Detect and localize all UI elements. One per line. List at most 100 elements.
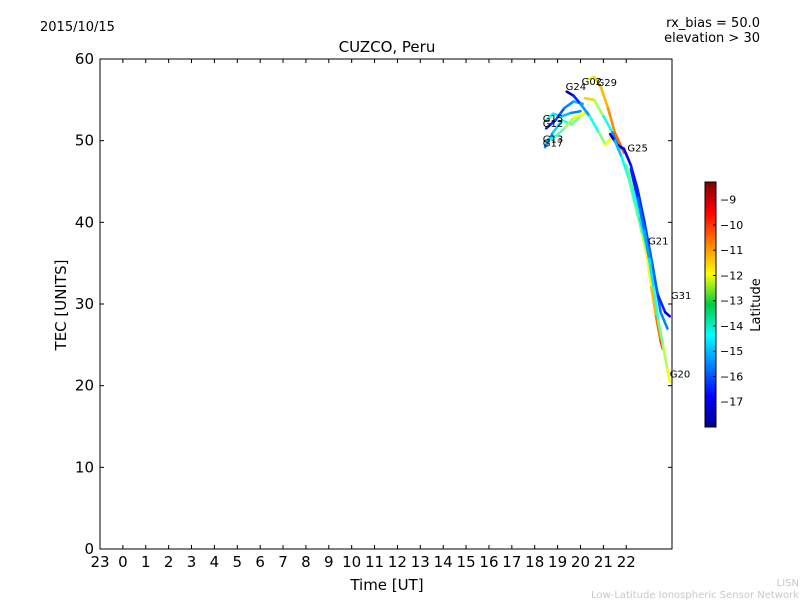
series-segment-g29 xyxy=(592,75,603,89)
x-tick-label: 5 xyxy=(233,553,243,571)
x-tick-label: 6 xyxy=(255,553,265,571)
colorbar-tick-label: −16 xyxy=(720,370,743,383)
y-axis-label: TEC [UNITS] xyxy=(52,260,70,352)
satellite-label-g13: G13 xyxy=(543,134,563,145)
series-segment-g13 xyxy=(572,112,585,120)
footer-line-2: Low-Latitude Ionospheric Sensor Network xyxy=(591,590,799,600)
series-segment-g24 xyxy=(588,114,601,134)
series-segment-g21 xyxy=(640,233,649,257)
series-segment-g31 xyxy=(650,265,660,298)
x-tick-label: 14 xyxy=(434,553,453,571)
chart-title: CUZCO, Peru xyxy=(339,38,436,56)
y-tick-label: 0 xyxy=(84,540,94,558)
x-tick-label: 2 xyxy=(164,553,174,571)
series-segment-g17 xyxy=(551,118,564,134)
footer-line-1: LISN xyxy=(777,578,799,589)
x-tick-label: 18 xyxy=(525,553,544,571)
series-segment-g13 xyxy=(554,127,566,138)
series-segment-g20 xyxy=(643,229,651,261)
series-segment-g15 xyxy=(560,111,573,118)
satellite-label-g29: G29 xyxy=(596,78,616,89)
colorbar-tick-label: −12 xyxy=(720,269,743,282)
series-segment-g20 xyxy=(636,196,646,232)
series-segment-g24 xyxy=(572,94,582,106)
series-segment-g25 xyxy=(615,143,626,151)
series-segment-g29 xyxy=(613,131,626,155)
satellite-label-g15: G15 xyxy=(543,114,563,125)
series-segment-g24 xyxy=(565,90,575,98)
colorbar-tick-label: −14 xyxy=(720,320,743,333)
series-segment-g21 xyxy=(645,253,653,289)
x-tick-label: 11 xyxy=(365,553,384,571)
series-segment-g31 xyxy=(631,188,642,220)
y-tick-label: 60 xyxy=(75,50,94,68)
x-tick-label: 0 xyxy=(118,553,128,571)
colorbar-tick-label: −15 xyxy=(720,345,743,358)
y-tick-label: 40 xyxy=(75,213,94,231)
series-segment-g02 xyxy=(583,96,596,102)
satellite-label-g31: G31 xyxy=(671,291,691,302)
series-segment-g21 xyxy=(613,139,623,159)
y-tick-label: 20 xyxy=(75,377,94,395)
series-segment-g15 xyxy=(544,112,555,122)
y-tick-label: 30 xyxy=(75,295,94,313)
x-axis-label: Time [UT] xyxy=(349,576,423,594)
series-segment-g13 xyxy=(544,135,557,142)
series-segment-g31 xyxy=(663,310,672,318)
colorbar-label: Latitude xyxy=(749,278,764,332)
series-segment-g21 xyxy=(650,286,658,318)
series-segment-g25 xyxy=(647,245,655,273)
colorbar-tick-label: −10 xyxy=(720,219,743,232)
x-tick-label: 12 xyxy=(388,553,407,571)
x-tick-label: 9 xyxy=(324,553,334,571)
series-segment-g20 xyxy=(661,343,669,371)
series-segment-g20 xyxy=(656,319,665,347)
series-segment-g17 xyxy=(570,114,582,126)
series-segment-g20 xyxy=(666,368,672,383)
series-segment-g02 xyxy=(602,114,614,134)
series-segment-g12 xyxy=(554,106,566,122)
series-segment-g21 xyxy=(654,314,662,343)
colorbar-tick-label: −17 xyxy=(720,396,743,409)
series-g20 xyxy=(629,167,672,383)
satellite-label-g20: G20 xyxy=(670,370,690,381)
satellite-label-g12: G12 xyxy=(543,119,563,130)
series-segment-g24 xyxy=(579,102,591,118)
series-segment-g31 xyxy=(656,294,667,314)
elevation-label: elevation > 30 xyxy=(664,31,760,46)
series-segment-g20 xyxy=(652,286,660,322)
series-g15 xyxy=(544,109,582,122)
series-segment-g02 xyxy=(592,98,605,118)
colorbar-tick-label: −11 xyxy=(720,244,743,257)
series-segment-g25 xyxy=(659,310,669,330)
plot-area xyxy=(100,59,672,549)
x-tick-label: 4 xyxy=(210,553,220,571)
x-tick-label: 16 xyxy=(479,553,498,571)
series-segment-g12 xyxy=(563,100,575,110)
x-tick-label: 13 xyxy=(411,553,430,571)
satellite-label-g21: G21 xyxy=(648,236,668,247)
series-segment-g15 xyxy=(551,112,564,118)
colorbar-tick-label: −13 xyxy=(720,295,743,308)
series-segment-g24 xyxy=(597,131,607,147)
series-segment-g25 xyxy=(622,147,633,167)
series-segment-g21 xyxy=(634,204,644,236)
series-segment-g15 xyxy=(570,109,582,115)
x-tick-label: 20 xyxy=(571,553,590,571)
series-g29 xyxy=(586,75,626,155)
series-segment-g25 xyxy=(643,221,651,249)
series-segment-g31 xyxy=(624,163,635,191)
y-tick-label: 10 xyxy=(75,458,94,476)
x-tick-label: 19 xyxy=(548,553,567,571)
x-tick-label: 17 xyxy=(502,553,521,571)
satellite-label-g17: G17 xyxy=(543,138,563,149)
x-tick-label: 22 xyxy=(617,553,636,571)
y-tick-label: 50 xyxy=(75,132,94,150)
series-segment-g20 xyxy=(647,257,655,289)
satellite-label-g25: G25 xyxy=(627,143,647,154)
series-segment-g29 xyxy=(599,86,610,110)
series-segment-g13 xyxy=(563,116,575,130)
x-tick-label: 7 xyxy=(278,553,288,571)
series-segment-g29 xyxy=(606,106,617,134)
